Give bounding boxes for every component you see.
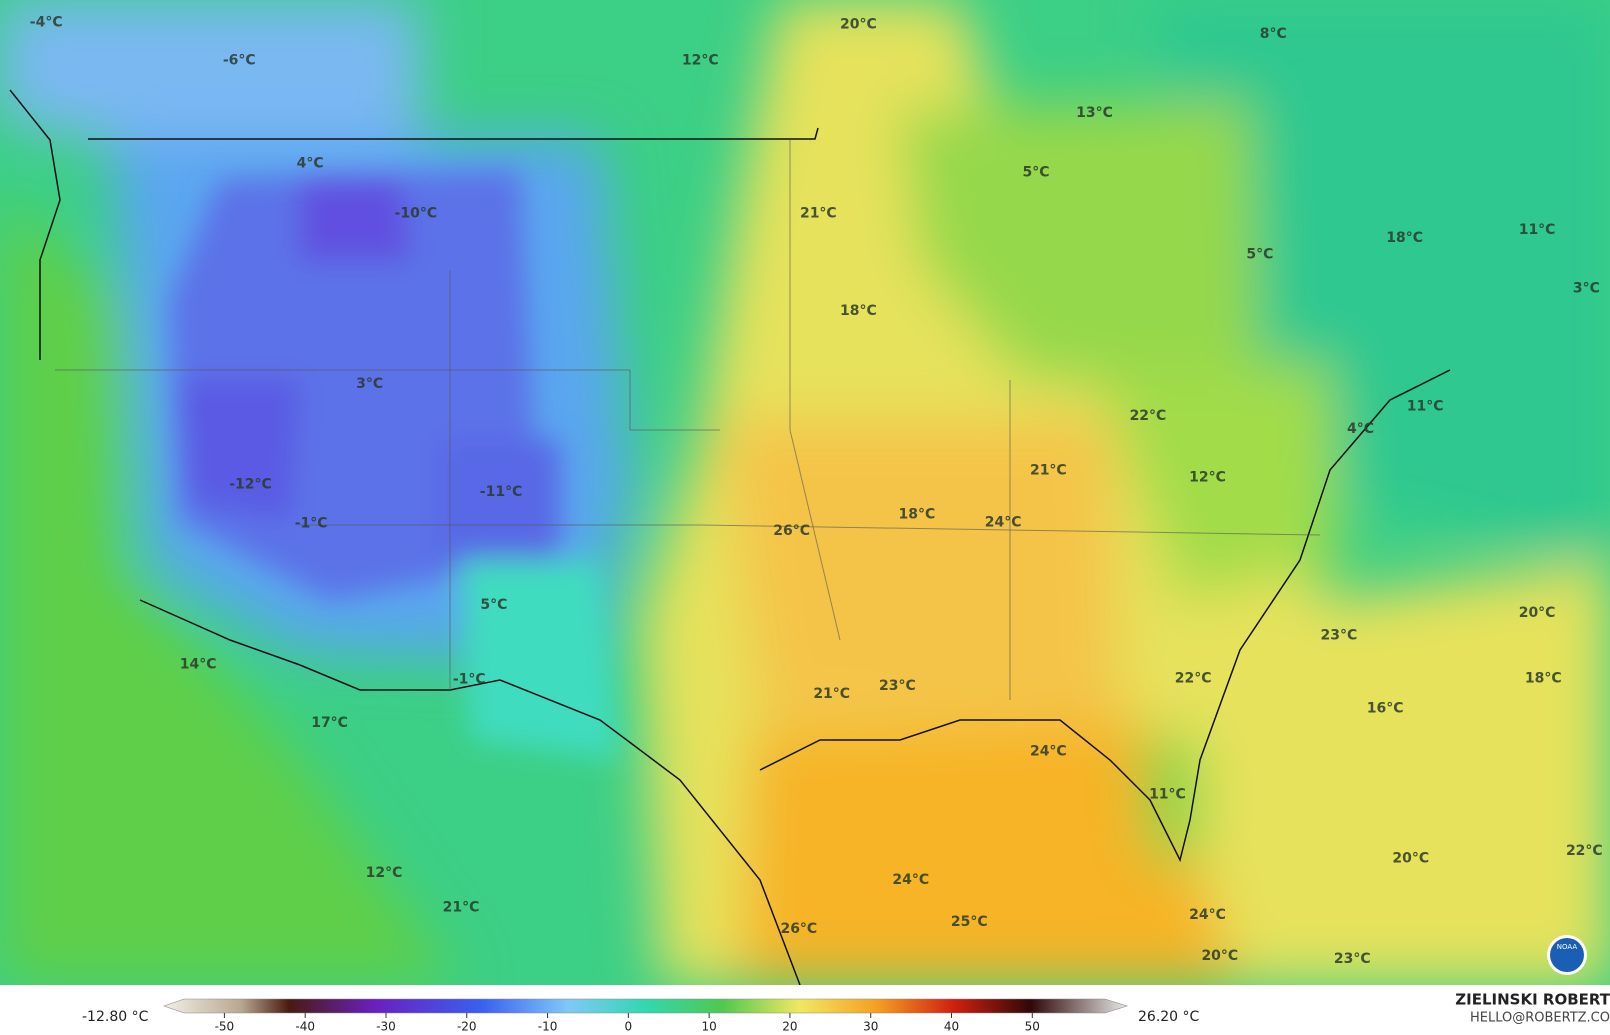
- temp-label: 4°C: [1347, 421, 1374, 437]
- temp-label: 17°C: [311, 715, 348, 731]
- temp-label: 23°C: [879, 678, 916, 694]
- temp-label: 24°C: [1030, 744, 1067, 760]
- temp-label: 21°C: [813, 686, 850, 702]
- temp-label: 18°C: [840, 303, 877, 319]
- temp-label: 21°C: [800, 206, 837, 222]
- temp-label: 22°C: [1130, 408, 1167, 424]
- temp-label: 11°C: [1149, 787, 1186, 803]
- temp-label: -1°C: [295, 516, 328, 532]
- temperature-field: [0, 0, 1610, 986]
- tick-label: -40: [295, 1020, 315, 1034]
- temp-label: 25°C: [951, 914, 988, 930]
- temp-label: 12°C: [1189, 469, 1226, 485]
- noaa-logo: NOAA: [1547, 935, 1587, 975]
- temp-label: 23°C: [1321, 628, 1358, 644]
- map-labels: -4°C -6°C 12°C 20°C 8°C 13°C 4°C -10°C 21°C 5°C 18…: [30, 15, 1603, 967]
- temp-label: 16°C: [1367, 700, 1404, 716]
- temp-label: 24°C: [985, 515, 1022, 531]
- temp-label: 11°C: [1407, 399, 1444, 415]
- temp-label: 24°C: [892, 872, 929, 888]
- temp-label: -4°C: [30, 15, 63, 31]
- temp-label: 18°C: [899, 506, 936, 522]
- temp-label: -10°C: [395, 206, 438, 222]
- max-label: 26.20 °C: [1138, 1009, 1200, 1025]
- temp-label: 23°C: [1334, 951, 1371, 967]
- temp-label: -1°C: [453, 672, 486, 688]
- temp-label: -6°C: [223, 53, 256, 69]
- tick-label: -30: [376, 1020, 396, 1034]
- temp-label: 26°C: [773, 523, 810, 539]
- temp-label: 18°C: [1525, 671, 1562, 687]
- min-label: -12.80 °C: [82, 1009, 149, 1025]
- temp-label: 18°C: [1386, 230, 1423, 246]
- temp-label: 21°C: [443, 900, 480, 916]
- temp-label: 20°C: [1392, 850, 1429, 866]
- temp-label: 3°C: [1573, 281, 1600, 297]
- tick-label: 0: [625, 1020, 633, 1034]
- temp-label: 13°C: [1076, 105, 1113, 121]
- temp-label: 3°C: [356, 376, 383, 392]
- tick-label: -20: [457, 1020, 477, 1034]
- temp-label: 26°C: [780, 921, 817, 937]
- borders: [9, 89, 1451, 986]
- temp-label: 20°C: [1519, 605, 1556, 621]
- state-lines: [55, 140, 1321, 700]
- logo-text: NOAA: [1557, 943, 1578, 951]
- temp-label: 8°C: [1260, 26, 1287, 42]
- temp-label: 22°C: [1566, 843, 1603, 859]
- temp-label: 21°C: [1030, 462, 1067, 478]
- temp-label: 12°C: [366, 865, 403, 881]
- temp-label: 5°C: [480, 597, 507, 613]
- tick-label: -50: [215, 1020, 235, 1034]
- temp-label: -11°C: [480, 484, 523, 500]
- tick-label: 40: [944, 1020, 959, 1034]
- tick-label: 10: [701, 1020, 716, 1034]
- temp-label: 20°C: [1201, 948, 1238, 964]
- temp-label: 11°C: [1519, 222, 1556, 238]
- tick-label: 20: [782, 1020, 797, 1034]
- temp-label: 14°C: [180, 656, 217, 672]
- brand-name: ZIELINSKI ROBERT: [1455, 991, 1610, 1009]
- temp-label: 20°C: [840, 17, 877, 33]
- temp-label: 5°C: [1246, 247, 1273, 263]
- temp-label: -12°C: [229, 477, 272, 493]
- tick-label: 30: [863, 1020, 878, 1034]
- tick-label: 50: [1025, 1020, 1040, 1034]
- temp-label: 22°C: [1175, 671, 1212, 687]
- temp-label: 12°C: [682, 53, 719, 69]
- colorbar-ticks: -50 -40 -30 -20 -10 0 10 20 30 40 50: [215, 1013, 1040, 1034]
- brand-contact: HELLO@ROBERTZ.CO: [1470, 1011, 1610, 1026]
- tick-label: -10: [538, 1020, 558, 1034]
- temp-label: 24°C: [1189, 907, 1226, 923]
- temp-label: 4°C: [297, 155, 324, 171]
- colorbar: [163, 998, 1128, 1014]
- temp-label: 5°C: [1023, 165, 1050, 181]
